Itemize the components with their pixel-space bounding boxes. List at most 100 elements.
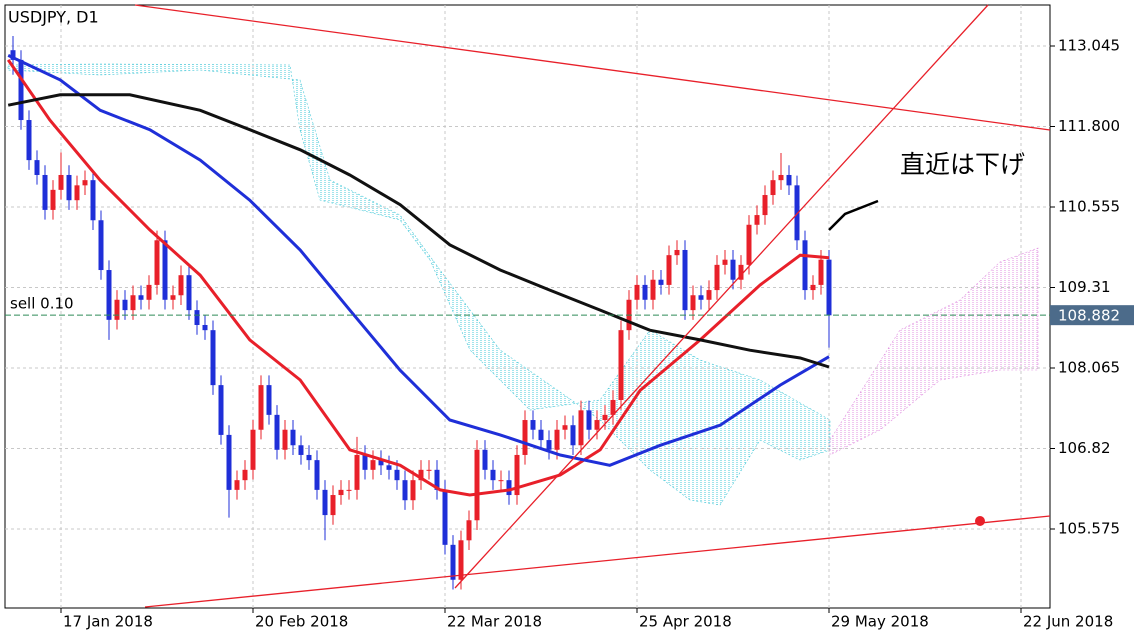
candle-body [26, 120, 32, 161]
candle-body [274, 414, 280, 450]
candle-body [106, 270, 112, 320]
candle-body [610, 399, 616, 415]
candle-body [130, 295, 136, 311]
candle-body [10, 50, 16, 60]
candle-body [314, 460, 320, 490]
candle-body [730, 259, 736, 280]
candle-body [818, 259, 824, 285]
candle-body [570, 425, 576, 446]
trendlines [134, 4, 1051, 608]
candle-body [690, 295, 696, 311]
candle-body [146, 284, 152, 300]
candle-body [506, 480, 512, 496]
candle-body [490, 469, 496, 481]
candle-body [242, 469, 248, 481]
trendline [454, 4, 989, 589]
candle-body [482, 449, 488, 470]
candle-body [330, 495, 336, 516]
candle-body [370, 460, 376, 470]
candle-body [338, 489, 344, 496]
candle-body [226, 434, 232, 490]
labels: 113.045 111.800 110.555 109.31 108.065 106.82… [10, 36, 1134, 631]
cloud-cyan [7, 63, 831, 506]
candle-body [186, 275, 192, 311]
candle-body [114, 299, 120, 320]
ichimoku-cloud [7, 63, 1039, 506]
candle-body [714, 264, 720, 291]
candle-body [50, 189, 56, 210]
candle-body [322, 489, 328, 516]
candle-body [706, 290, 712, 300]
y-tick-label: 113.045 [1058, 36, 1120, 54]
hand-drawn-line [828, 199, 879, 231]
y-tick-label: 108.065 [1058, 358, 1120, 376]
candle-body [642, 284, 648, 300]
candle-body [418, 469, 424, 481]
candle-body [306, 454, 312, 461]
candle-body [450, 544, 456, 580]
candle-body [746, 224, 752, 265]
candle-body [178, 275, 184, 296]
y-tick-label: 110.555 [1058, 197, 1120, 215]
candle-body [546, 440, 552, 450]
candle-body [34, 160, 40, 175]
y-tick-label: 106.82 [1058, 439, 1111, 457]
candle-body [778, 174, 784, 181]
candle-body [602, 414, 608, 421]
candle-body [738, 264, 744, 280]
candle-body [74, 185, 80, 201]
candle-body [682, 249, 688, 311]
x-tick-label: 20 Feb 2018 [255, 613, 348, 631]
candle-body [618, 330, 624, 400]
candle-body [154, 240, 160, 285]
trendline [144, 515, 1051, 608]
candle-body [90, 180, 96, 221]
candle-body [394, 469, 400, 481]
trend-dot [975, 516, 985, 526]
candle-body [362, 454, 368, 470]
candle-body [194, 310, 200, 325]
candle-body [674, 249, 680, 256]
candle-body [378, 460, 384, 466]
candle-body [410, 480, 416, 501]
candle-body [650, 279, 656, 300]
trendline [134, 4, 1051, 131]
candle-body [698, 295, 704, 300]
candle-body [170, 295, 176, 300]
candle-body [210, 330, 216, 386]
candle-body [290, 429, 296, 446]
candle-body [66, 174, 72, 201]
candle-body [658, 279, 664, 285]
candle-body [754, 215, 760, 225]
candle-body [58, 174, 64, 190]
candle-body [266, 385, 272, 415]
y-tick-label: 109.31 [1058, 278, 1111, 296]
candle-body [122, 299, 128, 311]
y-tick-label: 111.800 [1058, 117, 1120, 135]
candle-body [402, 480, 408, 501]
candle-body [530, 420, 536, 430]
candle-body [258, 385, 264, 430]
candle-body [202, 324, 208, 331]
candle-body [538, 429, 544, 441]
chart-title: USDJPY, D1 [8, 8, 99, 27]
candle-body [426, 469, 432, 471]
candle-body [218, 385, 224, 435]
candle-body [250, 429, 256, 470]
candle-body [282, 429, 288, 450]
candle-body [466, 520, 472, 541]
candle-body [578, 410, 584, 446]
marks [5, 35, 1050, 590]
order-label: sell 0.10 [10, 295, 74, 313]
moving-average [7, 93, 830, 369]
candle-body [554, 429, 560, 450]
x-tick-label: 29 May 2018 [831, 613, 929, 631]
candle-body [442, 489, 448, 545]
cloud-pink [829, 247, 1039, 456]
candle-body [474, 449, 480, 521]
candle-body [562, 425, 568, 430]
candle-body [770, 180, 776, 196]
candle-body [514, 454, 520, 496]
candle-body [802, 240, 808, 291]
